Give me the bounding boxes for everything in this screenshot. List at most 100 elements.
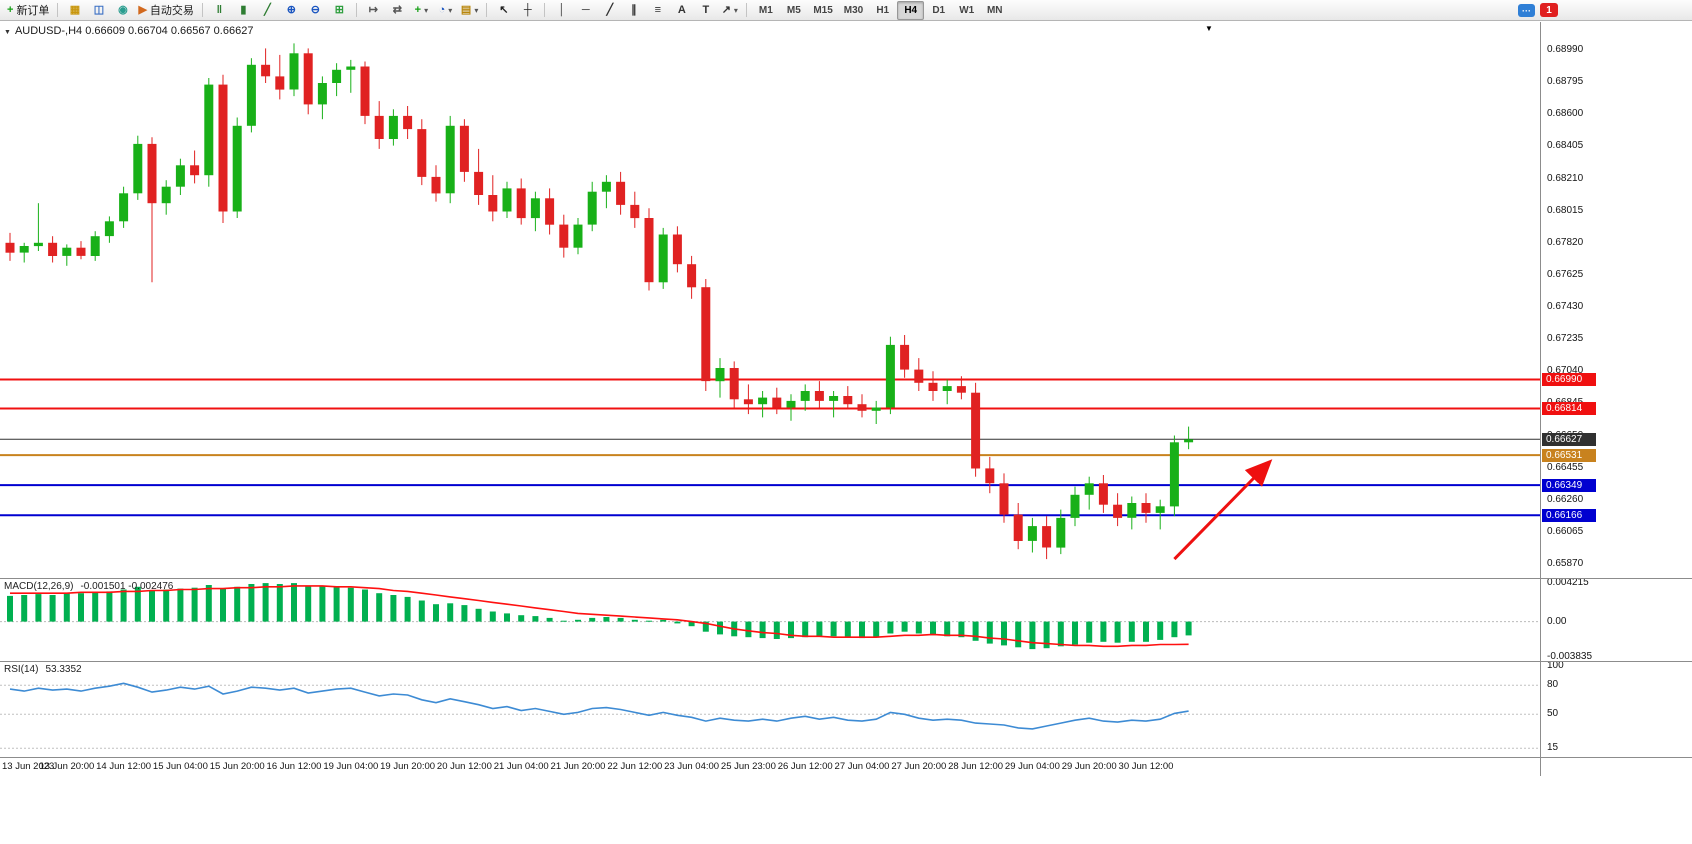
- time-label: 13 Jun 2023: [2, 761, 55, 772]
- new-chart-icon: ▦: [69, 3, 81, 16]
- line-chart-button[interactable]: ╱: [256, 1, 279, 20]
- timeframe-m30[interactable]: M30: [843, 4, 864, 16]
- autotrading-icon: ▶: [138, 3, 147, 16]
- time-label: 23 Jun 04:00: [664, 761, 720, 772]
- time-label: 30 Jun 12:00: [1118, 761, 1174, 772]
- axis-label: 0.67040: [1547, 365, 1584, 377]
- bar-chart-button[interactable]: ‖: [208, 1, 231, 20]
- rsi-canvas[interactable]: [0, 662, 1540, 757]
- auto-scroll-icon: ↦: [368, 3, 379, 16]
- timeframe-m1[interactable]: M1: [758, 4, 773, 16]
- time-label: 13 Jun 20:00: [39, 761, 95, 772]
- candlestick-series: [5, 43, 1194, 560]
- timeframe-w1[interactable]: W1: [959, 4, 975, 16]
- price-badge-0.66990: 0.66990: [1542, 373, 1596, 386]
- macd-canvas[interactable]: [0, 579, 1540, 661]
- text-icon: A: [677, 3, 686, 16]
- text-label-button[interactable]: T: [694, 1, 717, 20]
- zoom-in-button[interactable]: ⊕: [280, 1, 303, 20]
- zoom-out-button[interactable]: ⊖: [304, 1, 327, 20]
- profiles-button[interactable]: ◫: [87, 1, 110, 20]
- templates-button[interactable]: ▤: [458, 1, 481, 20]
- timeframe-h1[interactable]: H1: [876, 4, 890, 16]
- support-chat-icon[interactable]: [1518, 3, 1535, 17]
- chart-window: AUDUSD-,H4 0.66609 0.66704 0.66567 0.666…: [0, 21, 1692, 844]
- chart-shift-icon: ⇄: [392, 3, 403, 16]
- fibonacci-icon: ≡: [654, 3, 662, 16]
- candlestick-icon: ▮: [240, 3, 247, 16]
- time-label: 20 Jun 12:00: [436, 761, 492, 772]
- price-badge-0.66349: 0.66349: [1542, 478, 1596, 492]
- timeframe-d1[interactable]: D1: [932, 4, 946, 16]
- chart-title: AUDUSD-,H4 0.66609 0.66704 0.66567 0.666…: [14, 25, 254, 37]
- zoom-out-icon: ⊖: [310, 3, 321, 16]
- plot-column: AUDUSD-,H4 0.66609 0.66704 0.66567 0.666…: [0, 22, 1540, 776]
- arrows-button[interactable]: ↗: [718, 1, 741, 20]
- time-axis[interactable]: 13 Jun 2023 13 Jun 20:00 14 Jun 12:00 15 Ju…: [0, 758, 1540, 776]
- macd-histogram: [7, 583, 1192, 650]
- axis-label: 0.68600: [1547, 108, 1584, 120]
- chart-symbol-label: AUDUSD-,H4 0.66609 0.66704 0.66567 0.666…: [4, 25, 254, 37]
- axis-label: 0.66455: [1547, 461, 1584, 473]
- tile-windows-button[interactable]: ⊞: [328, 1, 351, 20]
- price-chart-canvas[interactable]: [0, 22, 1540, 578]
- new-chart-button[interactable]: ▦: [63, 1, 86, 20]
- macd-name: MACD(12,26,9): [4, 581, 74, 592]
- trend-arrow[interactable]: [1173, 459, 1273, 561]
- toolbar-separator: [201, 3, 203, 17]
- toolbar: +新订单 ▦ ◫ ◉ ▶自动交易 ‖ ▮ ╱ ⊕ ⊖ ⊞ ↦ ⇄ +◔▤ ↖┼ │─ ╱ ∥ ≡ AT↗ M1 M5 M15…: [0, 0, 1692, 21]
- periods-button[interactable]: ◔: [434, 1, 457, 20]
- market-watch-button[interactable]: ◉: [111, 1, 134, 20]
- axis-label: 0.67430: [1547, 301, 1584, 312]
- toolbar-separator: [486, 3, 488, 17]
- macd-pane[interactable]: MACD(12,26,9) -0.001501 -0.002476: [0, 579, 1540, 662]
- fibonacci-button[interactable]: ≡: [646, 1, 669, 20]
- axis-label: 80: [1547, 679, 1559, 691]
- price-badge-0.66166: 0.66166: [1542, 508, 1596, 522]
- rsi-pane[interactable]: RSI(14) 53.3352: [0, 662, 1540, 758]
- autotrading-button-label: 自动交易: [149, 5, 194, 17]
- horizontal-line-button[interactable]: ─: [574, 1, 597, 20]
- axis-label: 0.67235: [1547, 333, 1584, 345]
- time-label: 22 Jun 12:00: [607, 761, 663, 772]
- timeframe-h4[interactable]: H4: [897, 0, 925, 20]
- timeframe-m5[interactable]: M5: [786, 4, 801, 16]
- timeframe-m15[interactable]: M15: [813, 4, 833, 16]
- time-label: 21 Jun 20:00: [550, 761, 606, 772]
- axis-label: 0.68990: [1547, 44, 1584, 55]
- cursor-button[interactable]: ↖: [492, 1, 515, 20]
- rsi-line: [9, 682, 1189, 730]
- chevron-down-icon: [424, 4, 428, 16]
- axis-label: 0.65870: [1547, 558, 1584, 569]
- zoom-in-icon: ⊕: [286, 3, 297, 16]
- timeframe-mn[interactable]: MN: [986, 4, 1003, 16]
- new-order-button[interactable]: + 新订单: [4, 1, 52, 20]
- axis-label: 0.68405: [1547, 140, 1584, 152]
- price-badge-0.66627: 0.66627: [1542, 432, 1596, 446]
- time-label: 15 Jun 20:00: [209, 761, 265, 772]
- price-pane[interactable]: AUDUSD-,H4 0.66609 0.66704 0.66567 0.666…: [0, 22, 1540, 579]
- notification-badge[interactable]: 1: [1540, 3, 1558, 17]
- price-axis[interactable]: 0.68990 0.68795 0.68600 0.68405 0.68210 0.680…: [1540, 22, 1692, 776]
- candlestick-button[interactable]: ▮: [232, 1, 255, 20]
- crosshair-button[interactable]: ┼: [516, 1, 539, 20]
- trendline-icon: ╱: [606, 3, 614, 16]
- rsi-value: 53.3352: [45, 664, 82, 675]
- market-watch-icon: ◉: [118, 3, 128, 16]
- axis-separator: [1541, 578, 1692, 579]
- indicators-button[interactable]: +: [410, 1, 433, 20]
- channel-button[interactable]: ∥: [622, 1, 645, 20]
- chart-menu-icon[interactable]: [4, 25, 11, 37]
- auto-scroll-button[interactable]: ↦: [362, 1, 385, 20]
- trendline-button[interactable]: ╱: [598, 1, 621, 20]
- chart-shift-button[interactable]: ⇄: [386, 1, 409, 20]
- autotrading-button[interactable]: ▶ 自动交易: [135, 1, 196, 20]
- vertical-line-button[interactable]: │: [550, 1, 573, 20]
- text-button[interactable]: A: [670, 1, 693, 20]
- tile-windows-icon: ⊞: [334, 3, 345, 16]
- axis-label: 0.68015: [1547, 204, 1584, 216]
- time-label: 27 Jun 04:00: [834, 761, 890, 772]
- time-label: 28 Jun 12:00: [948, 761, 1004, 772]
- profiles-icon: ◫: [93, 3, 105, 16]
- axis-label: 0.68795: [1547, 76, 1584, 88]
